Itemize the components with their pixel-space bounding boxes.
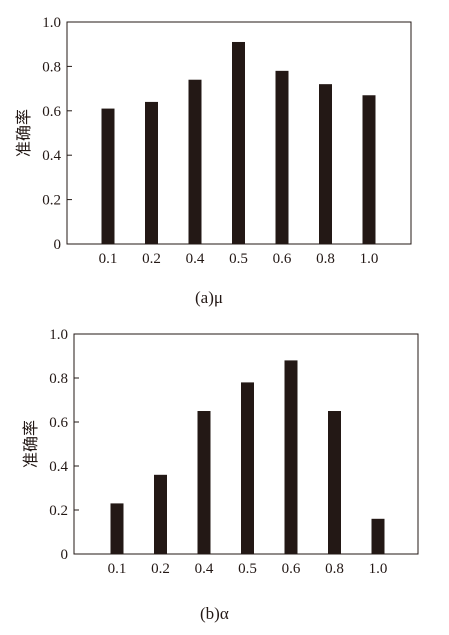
y-tick-label: 0.8 — [49, 371, 68, 387]
x-tick-label: 1.0 — [360, 251, 379, 267]
bar-0.6 — [275, 70, 289, 244]
y-tick-label: 0.2 — [49, 503, 68, 519]
y-tick-label: 0.6 — [49, 415, 68, 431]
bar-0.1 — [101, 108, 115, 244]
x-tick-label: 0.4 — [195, 561, 214, 577]
x-tick-label: 0.5 — [229, 251, 248, 267]
x-tick-label: 0.8 — [316, 251, 335, 267]
caption-mu: (a)μ — [195, 288, 223, 307]
y-tick-label: 0.2 — [42, 193, 61, 209]
x-tick-label: 0.4 — [186, 251, 205, 267]
y-axis-label: 准确率 — [22, 420, 40, 468]
bar-0.5 — [232, 41, 245, 245]
y-tick-label: 0 — [61, 547, 69, 563]
bar-0.5 — [241, 382, 254, 554]
x-tick-label: 0.2 — [151, 561, 170, 577]
y-tick-label: 0.6 — [42, 104, 61, 120]
y-tick-label: 1.0 — [42, 15, 61, 31]
bar-1.0 — [371, 518, 385, 554]
bar-0.8 — [319, 84, 332, 244]
bar-0.1 — [110, 503, 124, 554]
x-tick-label: 0.1 — [99, 251, 118, 267]
y-tick-label: 1.0 — [49, 327, 68, 343]
bar-0.6 — [284, 360, 298, 554]
chart-mu: 0 0.2 0.4 0.6 0.8 1.0 准确率 0.1 0.2 0.4 0.5 0.6 0.8 1.0 — [15, 15, 412, 267]
x-tick-label: 0.6 — [282, 561, 301, 577]
bar-0.4 — [188, 79, 202, 244]
bar-0.2 — [154, 474, 167, 554]
bar-0.4 — [197, 411, 211, 554]
x-tick-label: 1.0 — [369, 561, 388, 577]
bar-1.0 — [362, 95, 376, 244]
y-tick-label: 0.4 — [42, 148, 61, 164]
x-tick-label: 0.6 — [273, 251, 292, 267]
caption-alpha: (b)α — [200, 604, 229, 623]
x-tick-label: 0.2 — [142, 251, 161, 267]
x-tick-label: 0.5 — [238, 561, 257, 577]
x-tick-label: 0.8 — [325, 561, 344, 577]
y-tick-label: 0.8 — [42, 59, 61, 75]
y-tick-label: 0.4 — [49, 459, 68, 475]
x-tick-label: 0.1 — [108, 561, 127, 577]
y-axis-label: 准确率 — [15, 109, 33, 157]
bar-0.2 — [145, 101, 158, 244]
y-tick-label: 0 — [54, 237, 62, 253]
chart-alpha: 0 0.2 0.4 0.6 0.8 1.0 准确率 0.1 0.2 0.4 0.5 0.6 0.8 1.0 — [22, 327, 419, 577]
bar-0.8 — [328, 411, 341, 554]
